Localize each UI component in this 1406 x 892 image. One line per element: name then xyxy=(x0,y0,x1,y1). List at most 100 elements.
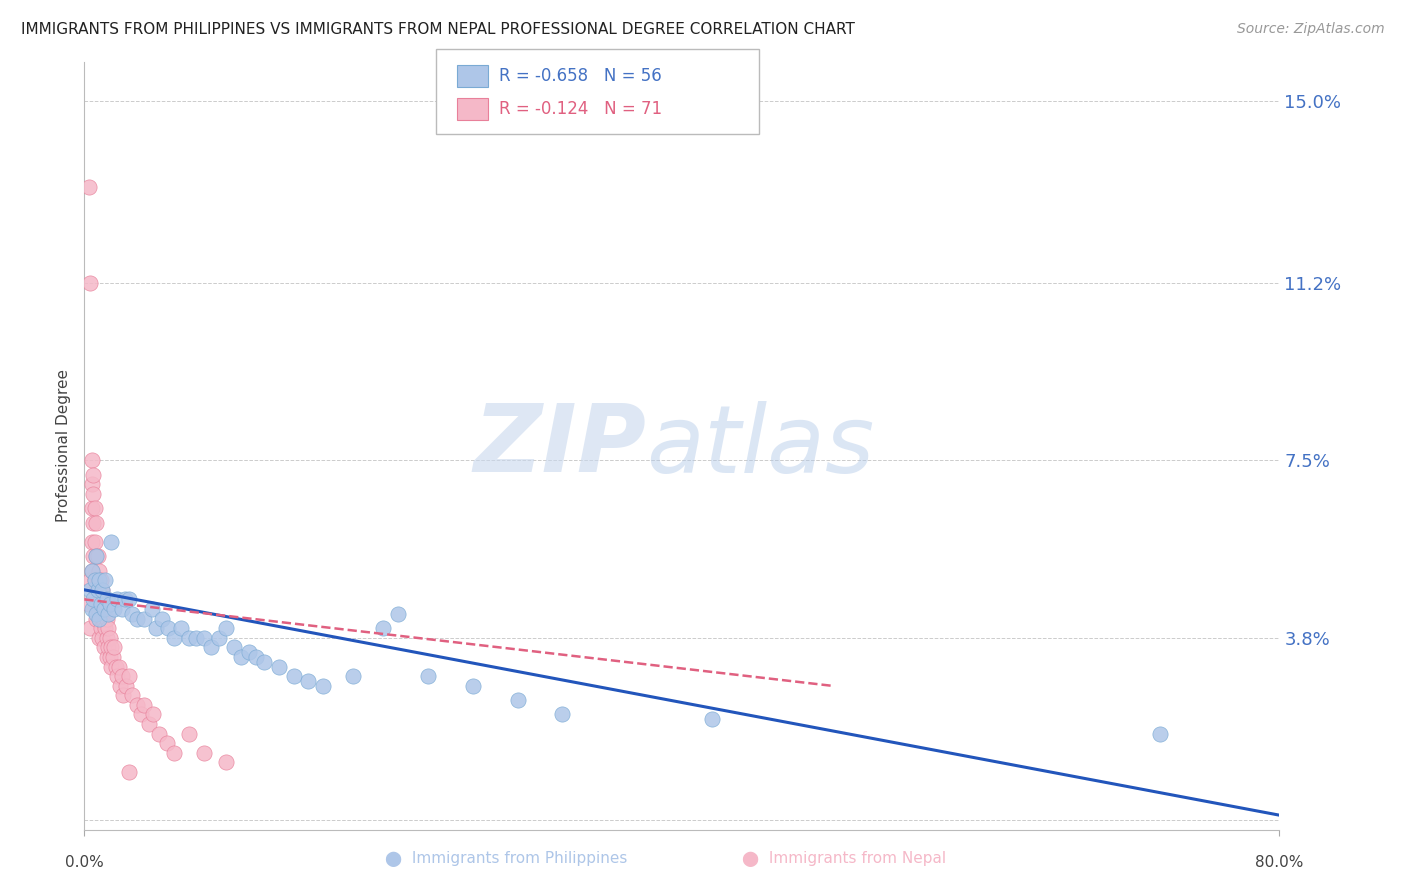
Point xyxy=(89,607,111,621)
Point xyxy=(148,726,170,740)
Point xyxy=(157,621,180,635)
Point xyxy=(215,621,238,635)
Point xyxy=(86,516,108,530)
Point xyxy=(96,612,118,626)
Point xyxy=(89,631,111,645)
Point xyxy=(86,549,108,564)
Point xyxy=(551,707,574,722)
Point xyxy=(86,549,108,564)
Point xyxy=(245,649,267,664)
Point xyxy=(387,607,409,621)
Point xyxy=(86,612,108,626)
Point xyxy=(132,612,156,626)
Point xyxy=(267,659,290,673)
Point xyxy=(107,659,129,673)
Point xyxy=(94,602,117,616)
Point xyxy=(87,573,110,587)
Point xyxy=(87,549,110,564)
Text: R = -0.658   N = 56: R = -0.658 N = 56 xyxy=(499,67,662,86)
Point xyxy=(91,631,114,645)
Point xyxy=(89,564,111,578)
Point xyxy=(170,621,193,635)
Point xyxy=(97,640,120,655)
Point xyxy=(80,564,103,578)
Point xyxy=(111,602,134,616)
Point xyxy=(222,640,245,655)
Point xyxy=(132,698,156,712)
Point xyxy=(141,602,163,616)
Point xyxy=(138,717,160,731)
Point xyxy=(101,649,124,664)
Point xyxy=(105,669,128,683)
Text: Source: ZipAtlas.com: Source: ZipAtlas.com xyxy=(1237,22,1385,37)
Point xyxy=(91,582,114,597)
Text: 80.0%: 80.0% xyxy=(1256,855,1303,870)
Point xyxy=(90,573,112,587)
Point xyxy=(82,592,104,607)
Point xyxy=(100,659,122,673)
Point xyxy=(86,607,108,621)
Point xyxy=(208,631,231,645)
Point xyxy=(193,746,215,760)
Point xyxy=(89,573,111,587)
Point xyxy=(100,534,122,549)
Point xyxy=(115,679,138,693)
Point xyxy=(98,597,121,611)
Point xyxy=(215,756,238,770)
Point xyxy=(253,655,276,669)
Point xyxy=(125,612,148,626)
Point xyxy=(79,621,101,635)
Point xyxy=(461,679,484,693)
Text: ZIP: ZIP xyxy=(474,400,647,492)
Point xyxy=(89,582,111,597)
Point xyxy=(145,621,167,635)
Point xyxy=(177,631,200,645)
Point xyxy=(79,573,101,587)
Point xyxy=(373,621,395,635)
Point xyxy=(104,659,127,673)
Point xyxy=(118,765,141,780)
Point xyxy=(114,592,136,607)
Point xyxy=(163,746,186,760)
Point xyxy=(82,549,104,564)
Point xyxy=(297,673,319,688)
Point xyxy=(90,592,112,607)
Point xyxy=(97,621,120,635)
Point xyxy=(83,501,105,516)
Point xyxy=(125,698,148,712)
Point xyxy=(80,534,103,549)
Point xyxy=(83,534,105,549)
Point xyxy=(87,602,110,616)
Point xyxy=(103,602,125,616)
Point xyxy=(91,582,114,597)
Point xyxy=(312,679,335,693)
Point xyxy=(86,582,108,597)
Point xyxy=(200,640,222,655)
Point xyxy=(90,597,112,611)
Point xyxy=(96,631,118,645)
Text: atlas: atlas xyxy=(647,401,875,491)
Point xyxy=(98,631,121,645)
Point xyxy=(80,501,103,516)
Point xyxy=(283,669,305,683)
Point xyxy=(80,477,103,491)
Point xyxy=(80,453,103,467)
Point xyxy=(82,516,104,530)
Point xyxy=(186,631,208,645)
Point xyxy=(94,573,117,587)
Point xyxy=(93,616,115,631)
Point xyxy=(110,679,132,693)
Point xyxy=(700,712,723,726)
Text: 0.0%: 0.0% xyxy=(65,855,104,870)
Point xyxy=(193,631,215,645)
Point xyxy=(87,582,110,597)
Point xyxy=(98,649,121,664)
Point xyxy=(129,707,152,722)
Point xyxy=(79,582,101,597)
Text: ⬤  Immigrants from Nepal: ⬤ Immigrants from Nepal xyxy=(741,851,946,867)
Point xyxy=(96,592,118,607)
Point xyxy=(506,693,529,707)
Point xyxy=(112,689,135,703)
Point xyxy=(80,602,103,616)
Point xyxy=(103,640,125,655)
